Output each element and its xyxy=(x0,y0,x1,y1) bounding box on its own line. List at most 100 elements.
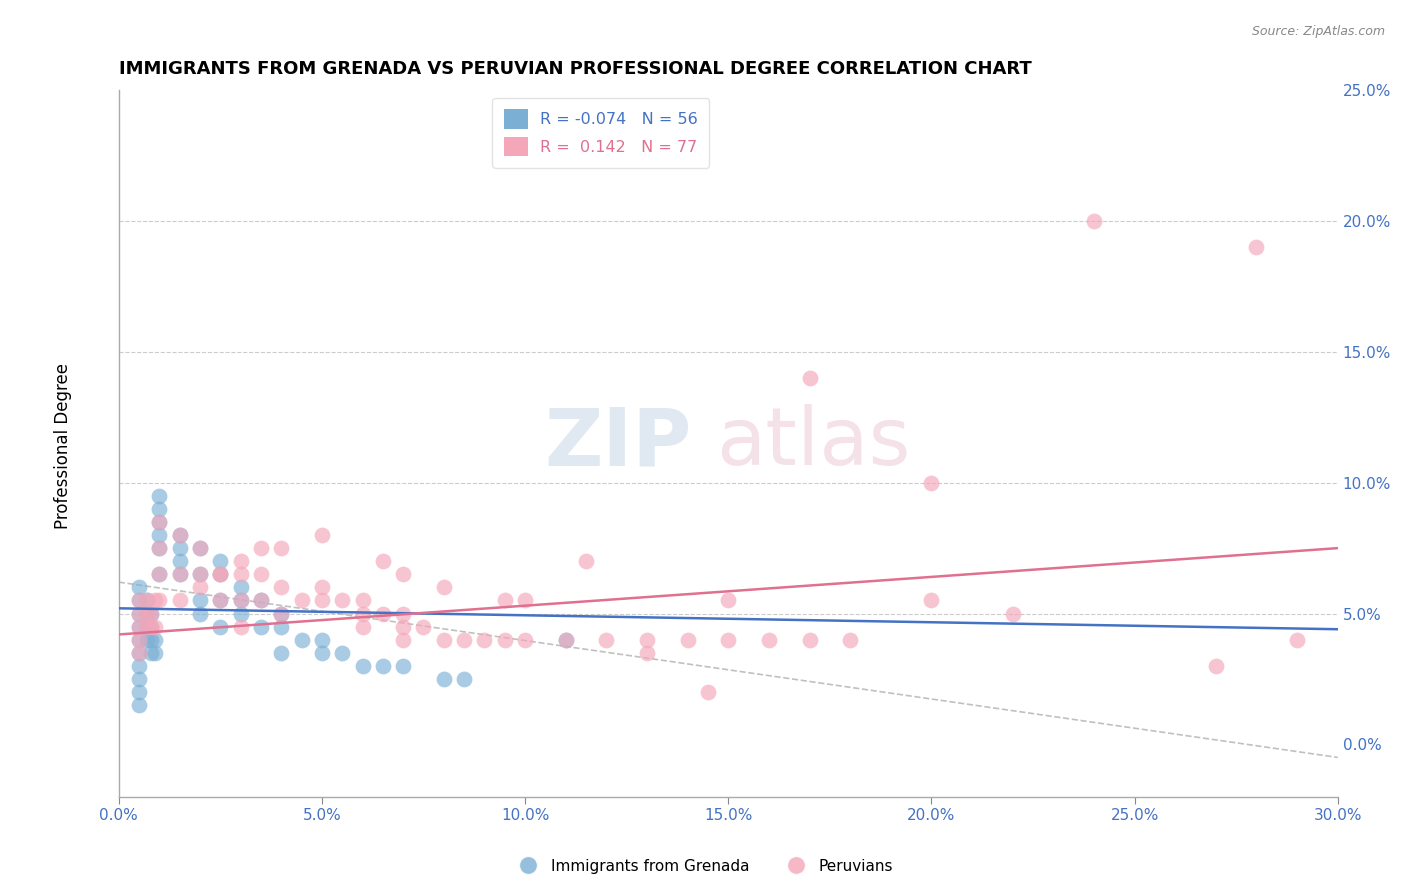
Point xyxy=(1083,214,1105,228)
Point xyxy=(143,632,166,647)
Point xyxy=(229,619,252,633)
Point xyxy=(371,658,394,673)
Point xyxy=(229,554,252,568)
Text: ZIP: ZIP xyxy=(544,404,692,483)
Point xyxy=(392,619,415,633)
Point xyxy=(209,554,232,568)
Point xyxy=(128,646,150,660)
Point xyxy=(330,593,353,607)
Point xyxy=(554,632,576,647)
Point xyxy=(141,646,163,660)
Point xyxy=(128,619,150,633)
Point xyxy=(188,541,211,555)
Point xyxy=(128,607,150,621)
Point xyxy=(311,528,333,542)
Point xyxy=(143,646,166,660)
Point xyxy=(169,554,191,568)
Point xyxy=(188,567,211,582)
Point xyxy=(141,619,163,633)
Point xyxy=(209,593,232,607)
Point xyxy=(128,685,150,699)
Point xyxy=(799,371,821,385)
Point xyxy=(209,567,232,582)
Point xyxy=(209,567,232,582)
Point xyxy=(513,593,536,607)
Point xyxy=(209,619,232,633)
Point xyxy=(250,593,273,607)
Point xyxy=(148,541,170,555)
Point xyxy=(676,632,699,647)
Point xyxy=(352,619,374,633)
Point xyxy=(136,619,159,633)
Point xyxy=(250,619,273,633)
Point xyxy=(188,607,211,621)
Point xyxy=(136,593,159,607)
Point xyxy=(229,567,252,582)
Text: IMMIGRANTS FROM GRENADA VS PERUVIAN PROFESSIONAL DEGREE CORRELATION CHART: IMMIGRANTS FROM GRENADA VS PERUVIAN PROF… xyxy=(118,60,1032,78)
Point xyxy=(128,632,150,647)
Point xyxy=(148,515,170,529)
Point xyxy=(453,672,475,686)
Point xyxy=(595,632,617,647)
Point xyxy=(141,619,163,633)
Point xyxy=(1001,607,1024,621)
Point xyxy=(352,658,374,673)
Point xyxy=(270,619,292,633)
Point xyxy=(575,554,598,568)
Point xyxy=(392,567,415,582)
Point xyxy=(839,632,862,647)
Point xyxy=(188,580,211,594)
Point xyxy=(412,619,434,633)
Point xyxy=(128,607,150,621)
Point xyxy=(136,593,159,607)
Point xyxy=(136,607,159,621)
Point xyxy=(229,580,252,594)
Point xyxy=(433,580,456,594)
Point xyxy=(169,528,191,542)
Point xyxy=(209,593,232,607)
Legend: R = -0.074   N = 56, R =  0.142   N = 77: R = -0.074 N = 56, R = 0.142 N = 77 xyxy=(492,98,709,168)
Point xyxy=(270,607,292,621)
Point xyxy=(1246,240,1268,254)
Point xyxy=(554,632,576,647)
Point xyxy=(311,646,333,660)
Text: atlas: atlas xyxy=(716,404,911,483)
Point xyxy=(494,632,516,647)
Point xyxy=(392,632,415,647)
Point xyxy=(371,607,394,621)
Point xyxy=(717,593,740,607)
Point xyxy=(270,646,292,660)
Point xyxy=(128,580,150,594)
Point xyxy=(636,646,658,660)
Point xyxy=(229,593,252,607)
Point xyxy=(141,607,163,621)
Point xyxy=(392,607,415,621)
Point xyxy=(128,593,150,607)
Point xyxy=(148,541,170,555)
Point xyxy=(270,541,292,555)
Point xyxy=(169,567,191,582)
Point xyxy=(188,541,211,555)
Point xyxy=(148,567,170,582)
Point xyxy=(474,632,496,647)
Point xyxy=(128,646,150,660)
Point xyxy=(758,632,780,647)
Text: Source: ZipAtlas.com: Source: ZipAtlas.com xyxy=(1251,25,1385,38)
Point xyxy=(513,632,536,647)
Point xyxy=(799,632,821,647)
Point xyxy=(250,593,273,607)
Point xyxy=(128,632,150,647)
Point xyxy=(169,593,191,607)
Point xyxy=(371,554,394,568)
Point xyxy=(291,632,314,647)
Point xyxy=(392,658,415,673)
Point xyxy=(330,646,353,660)
Point xyxy=(311,632,333,647)
Point xyxy=(697,685,720,699)
Point xyxy=(453,632,475,647)
Text: Professional Degree: Professional Degree xyxy=(55,363,72,529)
Point xyxy=(1286,632,1309,647)
Point xyxy=(1205,658,1227,673)
Point xyxy=(229,593,252,607)
Point xyxy=(148,567,170,582)
